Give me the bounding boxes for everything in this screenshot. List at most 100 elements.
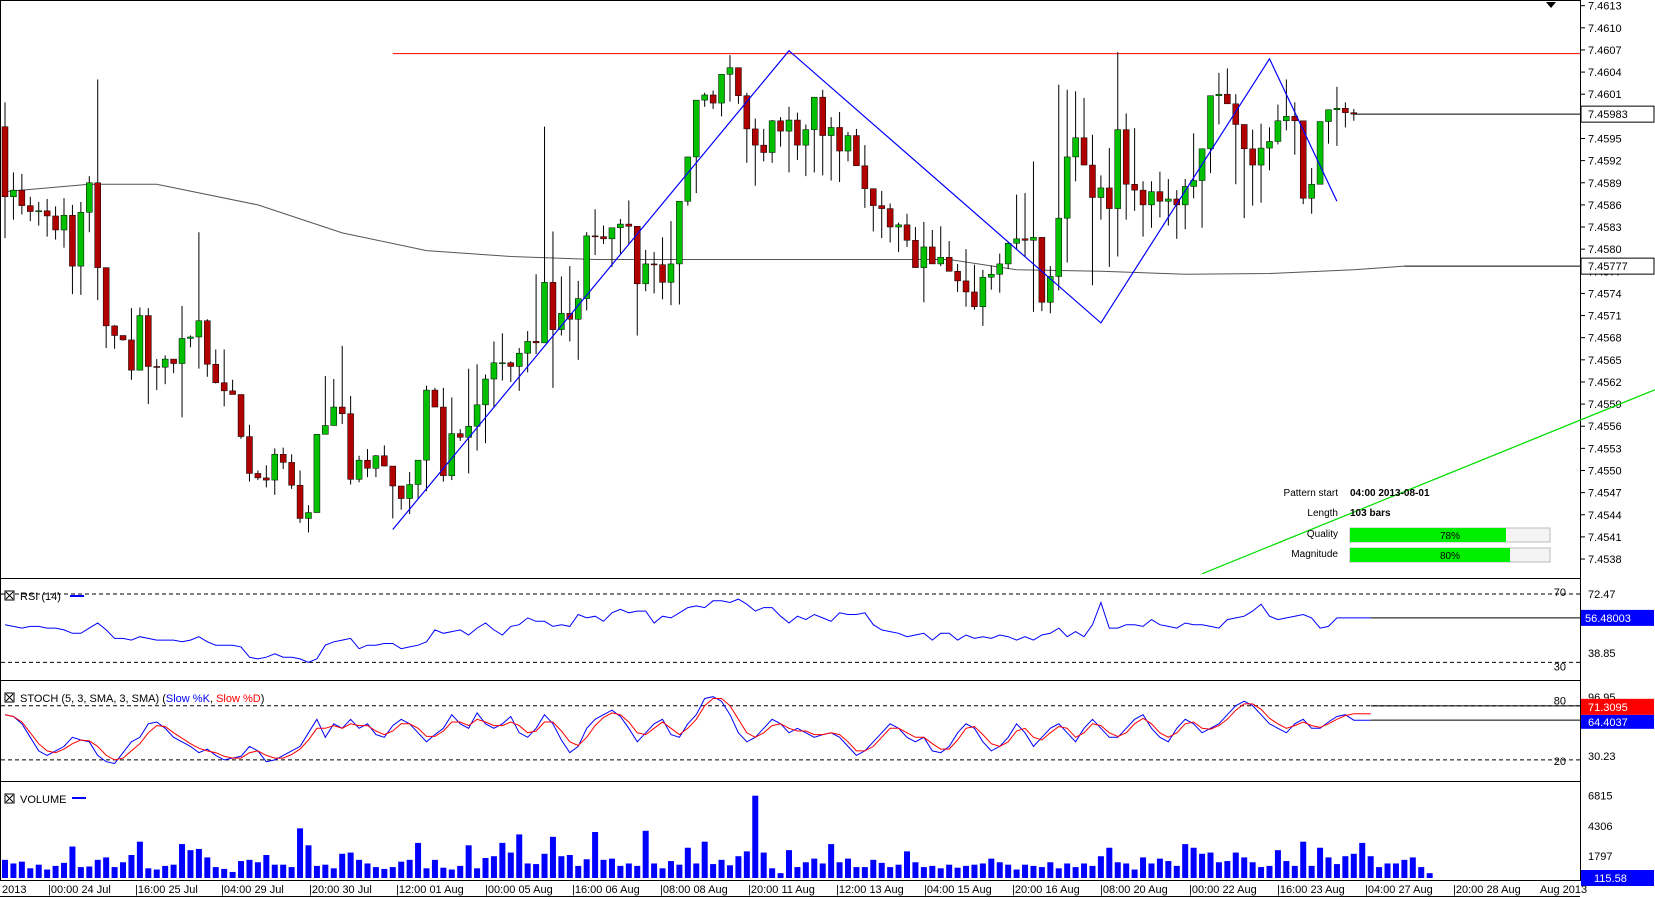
- volume-bar: [1038, 867, 1045, 878]
- volume-bar: [389, 867, 396, 878]
- volume-bar: [1114, 862, 1121, 878]
- volume-bar: [524, 863, 531, 878]
- volume-bar: [963, 865, 970, 878]
- candle-body: [954, 271, 961, 282]
- candle-body: [743, 95, 751, 130]
- candle-body: [650, 263, 658, 266]
- volume-bar: [1089, 865, 1096, 878]
- volume-bar: [372, 867, 379, 878]
- candle-body: [288, 462, 295, 486]
- volume-bar: [263, 855, 270, 878]
- candle-body: [1232, 103, 1240, 125]
- volume-bar: [347, 852, 354, 878]
- volume-bar: [1030, 865, 1037, 878]
- rsi-close-glyph: [5, 591, 14, 600]
- candle-body: [220, 382, 228, 392]
- candle-body: [1249, 148, 1256, 166]
- candle-body: [802, 129, 810, 146]
- volume-bar: [710, 864, 717, 878]
- stoch-paren-open: (: [159, 693, 166, 705]
- volume-bar: [878, 862, 885, 878]
- volume-bar: [836, 862, 843, 878]
- x-tick-label: |04:00 27 Aug: [1365, 884, 1433, 896]
- volume-bar: [162, 865, 169, 878]
- volume-bar: [575, 865, 582, 878]
- candle-body: [945, 257, 953, 272]
- rsi-line: [4, 598, 1371, 663]
- stoch-k-line: [4, 696, 1371, 765]
- candle-body: [322, 425, 329, 435]
- stoch-title-line: STOCH (5, 3, SMA, 3, SMA) (Slow %K, Slow…: [20, 693, 264, 705]
- candle-body: [389, 465, 397, 487]
- candle-body: [111, 325, 118, 336]
- candle-body: [1063, 156, 1071, 219]
- volume-bar: [271, 864, 278, 878]
- candle-body: [676, 200, 683, 265]
- chevron-down-icon[interactable]: [1546, 2, 1556, 8]
- volume-bar: [153, 869, 160, 878]
- volume-bar: [69, 846, 76, 878]
- volume-bar: [1325, 857, 1332, 878]
- volume-bar: [18, 861, 25, 878]
- pattern-info: Pattern start 04:00 2013-08-01 Length 10…: [1284, 488, 1551, 563]
- volume-bar: [870, 859, 877, 878]
- volume-bar: [971, 864, 978, 878]
- candle-body: [1299, 120, 1307, 199]
- ma-value-box: [1580, 257, 1655, 275]
- volume-bar: [1401, 859, 1408, 878]
- candle-body: [1047, 276, 1054, 303]
- y-tick-label: 7.4547: [1588, 488, 1622, 500]
- volume-bar: [2, 859, 8, 878]
- volume-bar: [760, 852, 767, 878]
- candle-body: [1333, 107, 1341, 110]
- volume-bar: [726, 865, 733, 878]
- candle-body: [861, 165, 869, 189]
- candle-body: [600, 236, 607, 240]
- candle-body: [86, 182, 93, 213]
- volume-bar: [204, 857, 211, 878]
- quality-value: 78%: [1440, 531, 1460, 542]
- volume-bar: [996, 862, 1003, 878]
- stoch-paren-close: ): [261, 693, 265, 705]
- volume-bar: [642, 830, 649, 878]
- volume-tick-label: 4306: [1588, 821, 1612, 833]
- candle-body: [684, 156, 692, 202]
- volume-bar: [1055, 868, 1062, 878]
- candle-body: [355, 459, 363, 480]
- volume-bar: [440, 867, 447, 878]
- rsi-title-text: RSI (14): [20, 591, 61, 603]
- volume-bar: [1266, 865, 1273, 878]
- volume-bar: [1283, 861, 1290, 878]
- rsi-title: RSI (14): [4, 590, 84, 603]
- volume-bar: [322, 864, 329, 878]
- volume-title: VOLUME: [4, 793, 86, 806]
- candle-body: [246, 436, 253, 474]
- candle-body: [988, 273, 995, 278]
- volume-bar: [482, 858, 489, 878]
- candle-body: [811, 96, 818, 130]
- volume-bar: [1291, 865, 1298, 878]
- stoch-d-label: Slow %D: [216, 693, 261, 705]
- volume-bar: [811, 858, 818, 878]
- volume-bar: [684, 847, 691, 878]
- y-tick-label: 7.4541: [1588, 532, 1622, 544]
- candle-body: [1106, 187, 1113, 209]
- volume-bar: [35, 864, 42, 878]
- candle-body: [1316, 121, 1324, 185]
- candle-body: [1013, 238, 1020, 244]
- candle-body: [836, 127, 843, 152]
- candle-body: [971, 291, 978, 307]
- y-tick-label: 7.4559: [1588, 399, 1622, 411]
- candle-body: [768, 120, 776, 153]
- volume-bar: [1376, 867, 1383, 878]
- volume-bar: [120, 862, 127, 878]
- y-tick-label: 7.4580: [1588, 244, 1622, 256]
- y-tick-label: 7.4595: [1588, 133, 1622, 145]
- candle-body: [878, 205, 885, 209]
- volume-bar: [785, 850, 792, 878]
- candle-body: [414, 459, 422, 485]
- volume-bar: [1350, 853, 1357, 878]
- candle-body: [77, 212, 85, 267]
- volume-bar: [1308, 865, 1315, 878]
- rsi-current-box: [1581, 609, 1654, 626]
